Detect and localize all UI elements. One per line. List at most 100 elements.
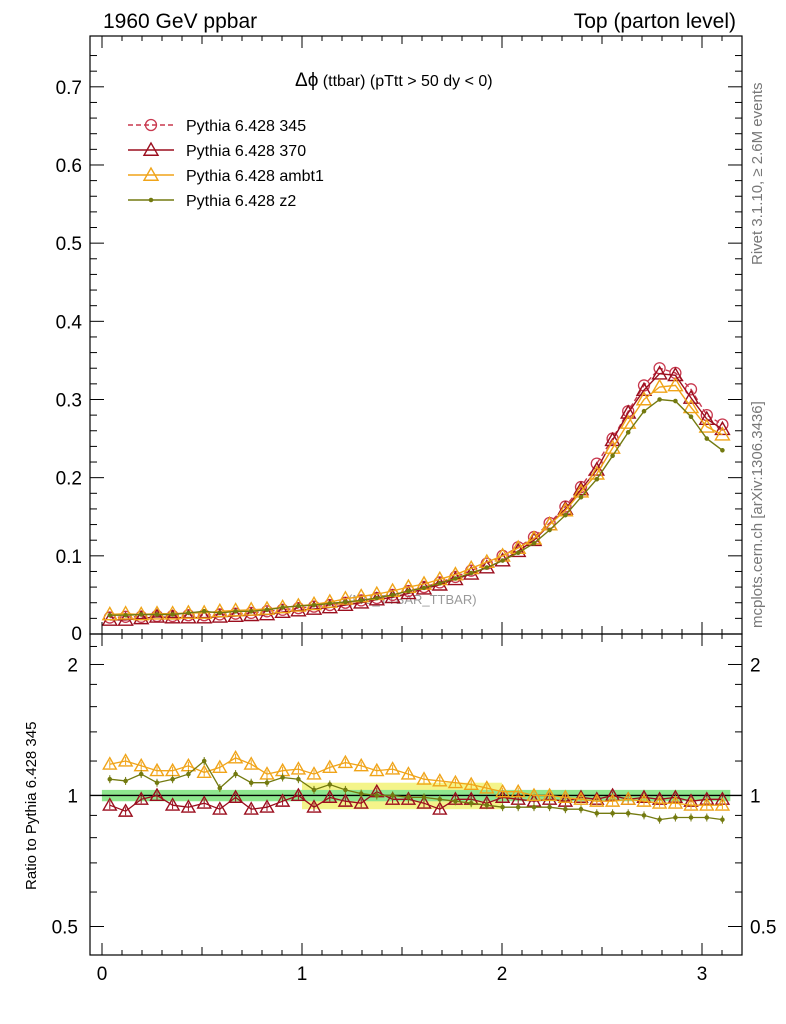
data-point xyxy=(619,404,637,419)
data-point xyxy=(138,612,144,617)
data-point xyxy=(164,609,181,624)
ratio-data-point xyxy=(604,793,621,807)
ratio-data-point xyxy=(688,815,694,820)
ratio-series-line xyxy=(109,790,723,812)
ratio-data-point xyxy=(337,754,354,769)
data-point xyxy=(667,377,684,392)
ratio-data-point xyxy=(547,804,552,810)
data-point xyxy=(657,397,662,402)
ratio-data-point xyxy=(227,789,244,803)
header-left: 1960 GeV ppbar xyxy=(103,10,257,33)
ratio-data-point xyxy=(138,771,144,777)
ratio-y-axis-label: Ratio to Pythia 6.428 345 xyxy=(23,722,40,890)
ratio-data-point xyxy=(541,787,558,802)
ratio-data-point xyxy=(589,793,605,807)
ratio-y-tick-label-left: 1 xyxy=(67,786,78,807)
ratio-data-point xyxy=(673,815,678,820)
y-tick-label: 0.3 xyxy=(56,390,82,411)
y-tick-label: 0.5 xyxy=(56,234,82,255)
x-tick-label: 2 xyxy=(497,964,508,985)
ratio-data-point xyxy=(337,793,354,807)
legend-marker xyxy=(142,166,160,181)
data-point xyxy=(421,585,427,591)
data-point xyxy=(290,602,307,617)
ratio-data-point xyxy=(212,759,228,774)
ratio-data-point xyxy=(327,782,333,787)
data-point xyxy=(673,398,678,404)
ratio-data-point xyxy=(306,799,322,813)
data-point xyxy=(290,597,307,612)
axes-layer: 0 1 2 3 0.1 0.2 0.3 0.4 0.5 0.6 0.7 0 0.5 0.5 1 1 2 2 xyxy=(52,35,776,985)
legend-entry: Pythia 6.428 370 xyxy=(128,141,306,160)
ratio-data-point xyxy=(117,753,134,767)
ratio-series-line xyxy=(109,757,723,806)
ratio-data-point xyxy=(164,797,181,811)
ratio-data-point xyxy=(400,766,417,780)
data-point xyxy=(635,391,653,406)
data-point xyxy=(321,593,339,608)
ratio-data-point xyxy=(384,791,401,805)
ratio-data-point xyxy=(578,806,584,812)
y-tick-label: 0.6 xyxy=(56,156,82,177)
ratio-data-point xyxy=(704,815,710,820)
series-pythia-6-428-z2 xyxy=(107,397,725,618)
data-point xyxy=(233,609,238,614)
series-pythia-6-428-ambt1 xyxy=(101,377,731,621)
data-point xyxy=(148,608,166,623)
main-series-layer xyxy=(101,362,731,626)
plot-title-symbol: Δϕ xyxy=(295,70,318,91)
ratio-data-point xyxy=(667,795,684,809)
data-point xyxy=(547,527,552,533)
legend-label: Pythia 6.428 ambt1 xyxy=(186,168,324,185)
plot-title: Δϕ (ttbar) (pTtt > 50 dy < 0) xyxy=(295,70,493,91)
ratio-data-point xyxy=(358,791,364,796)
ratio-data-point xyxy=(217,785,223,791)
ratio-data-point xyxy=(390,793,395,798)
data-point xyxy=(358,598,364,603)
data-point xyxy=(604,439,621,454)
ratio-series-line xyxy=(109,760,723,821)
ratio-data-point xyxy=(306,766,322,780)
ratio-data-point xyxy=(149,787,165,802)
ratio-data-point xyxy=(416,795,432,809)
ratio-data-point xyxy=(212,801,228,815)
legend-entry: Pythia 6.428 345 xyxy=(128,118,306,135)
data-point xyxy=(625,430,631,435)
ratio-data-point xyxy=(102,756,118,770)
ratio-data-point xyxy=(699,797,715,811)
data-point xyxy=(698,418,716,433)
ratio-data-point xyxy=(479,780,495,794)
ratio-data-point xyxy=(515,804,521,810)
data-point xyxy=(415,580,433,595)
ratio-data-point xyxy=(526,787,542,802)
ratio-data-point xyxy=(290,761,307,775)
data-point xyxy=(154,612,160,617)
ratio-data-point xyxy=(290,787,307,802)
data-point xyxy=(123,612,128,618)
ratio-data-point xyxy=(437,797,443,802)
data-point xyxy=(494,552,511,567)
ratio-data-point xyxy=(280,775,285,780)
data-point xyxy=(117,605,134,620)
ratio-data-point xyxy=(154,780,160,785)
ratio-data-point xyxy=(170,776,175,782)
ratio-y-tick-label-left: 2 xyxy=(67,655,78,676)
data-point xyxy=(563,512,568,518)
ratio-data-point xyxy=(196,795,212,809)
data-point xyxy=(148,605,166,620)
data-point xyxy=(132,609,150,625)
ratio-data-point xyxy=(432,801,448,815)
y-tick-label: 0.2 xyxy=(56,469,82,490)
ratio-data-point xyxy=(447,774,464,789)
data-point xyxy=(217,610,223,616)
ratio-data-point xyxy=(720,817,725,822)
ratio-plot-frame xyxy=(89,633,743,956)
data-point xyxy=(682,398,700,414)
data-point xyxy=(651,378,668,393)
ratio-data-point xyxy=(510,783,526,798)
series-pythia-6-428-370 xyxy=(101,365,731,626)
data-point xyxy=(132,606,150,621)
data-point xyxy=(201,609,207,614)
data-point xyxy=(374,595,380,601)
ratio-data-point xyxy=(406,795,411,800)
